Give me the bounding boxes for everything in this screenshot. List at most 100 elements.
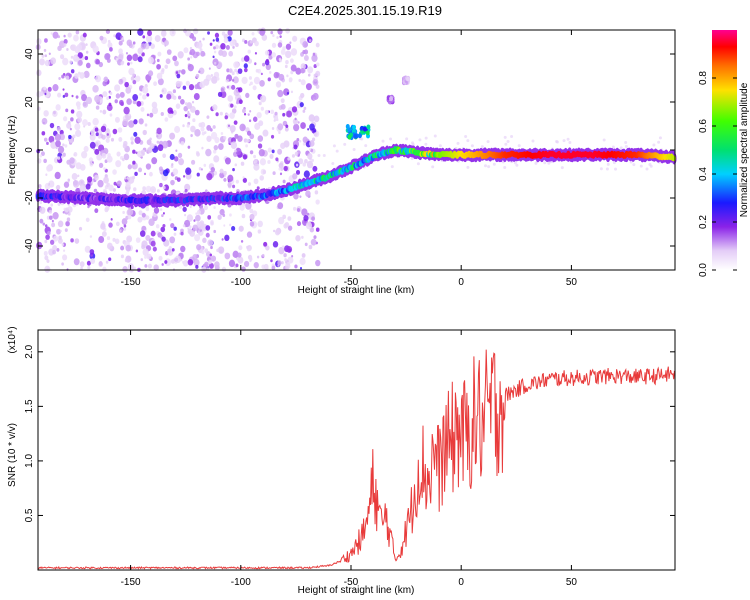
noise-speckle (218, 143, 224, 150)
noise-speckle (619, 146, 623, 150)
noise-speckle (433, 134, 437, 138)
noise-speckle (352, 148, 356, 152)
x-tick-label: 0 (458, 577, 464, 588)
noise-speckle (244, 40, 248, 44)
noise-speckle (249, 81, 253, 86)
noise-speckle (259, 79, 265, 87)
noise-speckle (118, 137, 123, 142)
noise-speckle (50, 203, 54, 207)
noise-speckle (247, 182, 252, 186)
noise-speckle (431, 165, 435, 169)
noise-speckle (307, 212, 310, 216)
noise-speckle (307, 153, 313, 160)
noise-speckle (59, 229, 62, 233)
noise-speckle (249, 208, 254, 214)
noise-speckle (44, 92, 47, 96)
noise-speckle (292, 118, 298, 125)
noise-speckle (279, 172, 283, 176)
noise-speckle (139, 230, 146, 237)
noise-speckle (304, 159, 308, 164)
noise-speckle (82, 119, 88, 127)
noise-speckle (97, 135, 102, 139)
noise-speckle (66, 217, 71, 222)
noise-speckle (113, 34, 116, 38)
noise-speckle (160, 226, 166, 233)
noise-speckle (313, 64, 317, 69)
noise-speckle (252, 116, 258, 122)
noise-speckle (142, 129, 147, 136)
noise-speckle (98, 61, 104, 68)
noise-speckle (99, 35, 104, 41)
noise-speckle (252, 85, 257, 91)
noise-speckle (83, 70, 90, 79)
noise-speckle (94, 174, 99, 181)
noise-speckle (405, 137, 409, 141)
noise-speckle (299, 267, 303, 270)
noise-speckle (290, 58, 294, 63)
noise-speckle (171, 163, 174, 166)
noise-speckle (298, 78, 302, 83)
noise-speckle (219, 172, 225, 179)
noise-speckle (599, 167, 603, 171)
noise-speckle (133, 187, 137, 192)
noise-speckle (115, 160, 122, 168)
noise-speckle (123, 153, 130, 161)
noise-speckle (301, 235, 304, 239)
noise-speckle (278, 167, 281, 171)
noise-speckle (555, 140, 559, 144)
noise-speckle (187, 57, 191, 61)
noise-speckle (57, 92, 62, 98)
noise-speckle (213, 50, 217, 54)
noise-speckle (101, 152, 107, 159)
noise-speckle (51, 222, 56, 228)
noise-speckle (67, 32, 72, 38)
noise-speckle (77, 117, 82, 123)
noise-speckle (246, 231, 253, 238)
noise-speckle (277, 89, 284, 98)
noise-speckle (253, 261, 259, 269)
noise-speckle (228, 259, 236, 268)
noise-speckle (130, 76, 135, 81)
noise-speckle (212, 104, 218, 111)
noise-speckle (145, 185, 152, 193)
noise-speckle (137, 56, 143, 63)
noise-speckle (248, 76, 252, 80)
noise-speckle (276, 36, 279, 39)
noise-speckle (150, 240, 156, 247)
noise-speckle (299, 195, 302, 198)
noise-speckle (122, 158, 125, 162)
noise-speckle (213, 155, 220, 163)
noise-speckle (77, 71, 81, 75)
noise-speckle (43, 137, 48, 142)
noise-speckle (89, 162, 94, 167)
noise-speckle (284, 258, 287, 262)
noise-speckle (64, 144, 68, 148)
noise-speckle (70, 238, 74, 243)
noise-speckle (70, 117, 74, 122)
noise-speckle (260, 95, 267, 103)
noise-speckle (76, 44, 83, 51)
noise-speckle (189, 48, 196, 56)
noise-speckle (254, 51, 258, 55)
noise-speckle (226, 85, 230, 89)
noise-speckle (299, 102, 304, 108)
noise-speckle (272, 171, 276, 176)
noise-speckle (302, 136, 308, 143)
noise-speckle (128, 113, 131, 117)
noise-speckle (224, 115, 229, 120)
noise-speckle (147, 147, 153, 154)
y-tick-label: -40 (24, 238, 35, 253)
noise-speckle (271, 127, 275, 130)
noise-speckle (73, 152, 78, 157)
noise-speckle (162, 212, 165, 215)
noise-speckle (54, 171, 61, 180)
noise-speckle (56, 126, 61, 132)
noise-speckle (45, 234, 50, 240)
noise-speckle (464, 135, 468, 139)
noise-speckle (132, 93, 139, 101)
noise-speckle (283, 88, 290, 96)
noise-speckle (118, 54, 124, 61)
noise-speckle (234, 68, 238, 73)
noise-speckle (85, 217, 90, 223)
noise-speckle (142, 35, 146, 39)
